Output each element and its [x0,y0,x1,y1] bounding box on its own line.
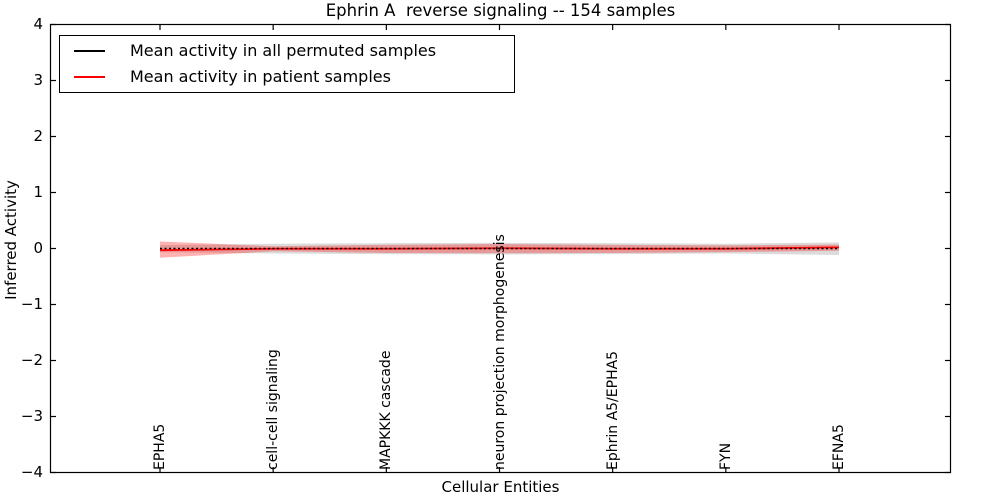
y-tick-label: −1 [20,295,43,313]
chart-title: Ephrin A reverse signaling -- 154 sample… [325,1,676,20]
y-tick-label: 0 [33,239,43,257]
y-tick-label: 3 [33,71,43,89]
x-axis-label: Cellular Entities [441,478,560,496]
x-tick-label: EPHA5 [152,423,168,470]
y-tick-label: −4 [20,463,43,481]
x-tick-label: Ephrin A5/EPHA5 [605,350,621,470]
y-tick-label: 2 [33,127,43,145]
x-tick-label: EFNA5 [831,424,847,470]
legend-label-permuted: Mean activity in all permuted samples [130,41,437,61]
y-tick-label: 4 [33,15,43,33]
legend-label-patient: Mean activity in patient samples [130,66,391,86]
patient-std-band [160,241,839,258]
y-tick-label: 1 [33,183,43,201]
legend-item-patient: Mean activity in patient samples [74,67,514,87]
legend-item-permuted: Mean activity in all permuted samples [74,41,514,61]
legend-line-swatch-patient [74,75,105,78]
y-tick-label: −3 [20,407,43,425]
x-tick-label: FYN [718,442,734,470]
legend-line-swatch-permuted [74,50,105,53]
x-tick-label: cell-cell signaling [265,349,281,470]
legend: Mean activity in all permuted samples Me… [59,35,515,93]
x-tick-label: MAPKKK cascade [378,350,394,470]
x-tick-label: neuron projection morphogenesis [492,234,508,470]
y-tick-label: −2 [20,351,43,369]
